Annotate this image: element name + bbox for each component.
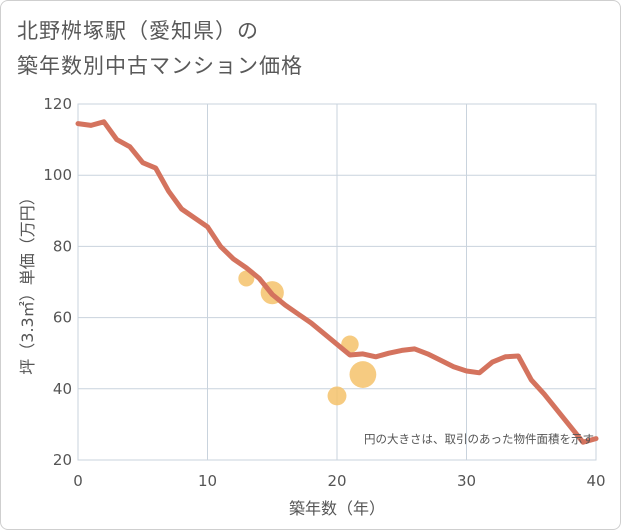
bubble-size-note: 円の大きさは、取引のあった物件面積を示す	[364, 432, 594, 446]
x-tick-label: 20	[327, 472, 346, 490]
x-tick-label: 40	[586, 472, 605, 490]
bubble-point	[238, 270, 255, 287]
chart-title-line1: 北野桝塚駅（愛知県）の	[17, 19, 259, 43]
y-tick-label: 40	[53, 380, 72, 398]
y-tick-label: 120	[43, 95, 72, 113]
y-axis-label: 坪（3.3㎡）単価（万円）	[18, 189, 37, 374]
chart-title: 北野桝塚駅（愛知県）の 築年数別中古マンション価格	[17, 14, 303, 84]
y-tick-label: 80	[53, 237, 72, 255]
y-tick-label: 20	[53, 451, 72, 469]
x-tick-label: 0	[73, 472, 83, 490]
price-line	[75, 119, 599, 445]
line-layer	[75, 119, 599, 445]
y-tick-label: 100	[43, 166, 72, 184]
x-tick-label: 30	[457, 472, 476, 490]
y-tick-label: 60	[53, 309, 72, 327]
bubble-point	[327, 386, 347, 406]
x-axis-label: 築年数（年）	[289, 499, 385, 518]
chart-title-line2: 築年数別中古マンション価格	[17, 54, 303, 78]
bubble-point	[349, 361, 377, 388]
tick-labels: 0 10 20 30 40 20 40 60 80 100 120	[43, 95, 605, 490]
x-tick-label: 10	[198, 472, 217, 490]
